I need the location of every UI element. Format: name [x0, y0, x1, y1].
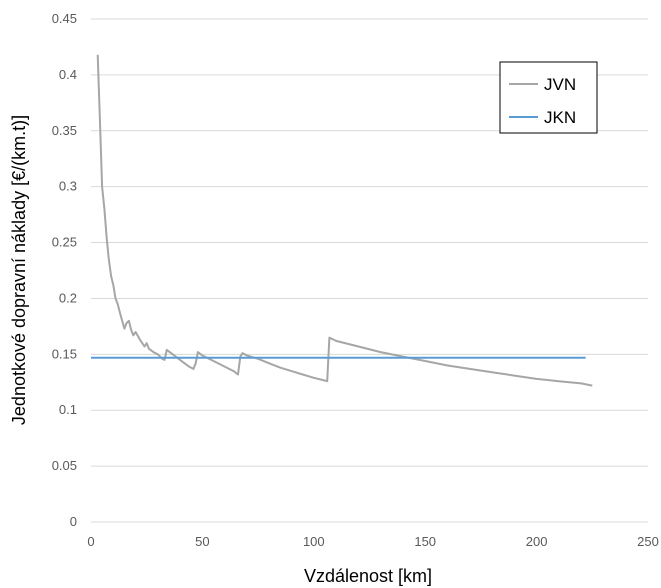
legend: JVN JKN	[499, 61, 598, 134]
series-lines	[91, 54, 593, 387]
legend-label-jkn: JKN	[544, 108, 576, 127]
legend-box	[499, 61, 598, 134]
y-tick-label: 0.2	[59, 290, 77, 305]
y-axis-title: Jednotkové dopravní náklady [€/(km.t)]	[9, 115, 29, 425]
y-tick-label: 0	[70, 514, 77, 529]
x-tick-label: 200	[526, 534, 548, 549]
y-tick-label: 0.45	[52, 11, 77, 26]
y-tick-label: 0.35	[52, 123, 77, 138]
x-axis-title: Vzdálenost [km]	[304, 566, 432, 586]
y-tick-label: 0.15	[52, 346, 77, 361]
x-axis-ticks: 0 50 100 150 200 250	[87, 534, 658, 549]
x-tick-label: 150	[414, 534, 436, 549]
grid-lines	[91, 18, 648, 523]
series-line-jvn	[96, 54, 593, 387]
y-tick-label: 0.05	[52, 458, 77, 473]
y-tick-label: 0.3	[59, 179, 77, 194]
y-tick-label: 0.4	[59, 67, 77, 82]
x-tick-label: 50	[195, 534, 209, 549]
x-tick-label: 250	[637, 534, 659, 549]
x-tick-label: 0	[87, 534, 94, 549]
x-tick-label: 100	[303, 534, 325, 549]
y-tick-label: 0.25	[52, 235, 77, 250]
y-axis-ticks: 0 0.05 0.1 0.15 0.2 0.25 0.3 0.35 0.4 0.45	[52, 11, 77, 529]
y-tick-label: 0.1	[59, 402, 77, 417]
legend-label-jvn: JVN	[544, 75, 576, 94]
